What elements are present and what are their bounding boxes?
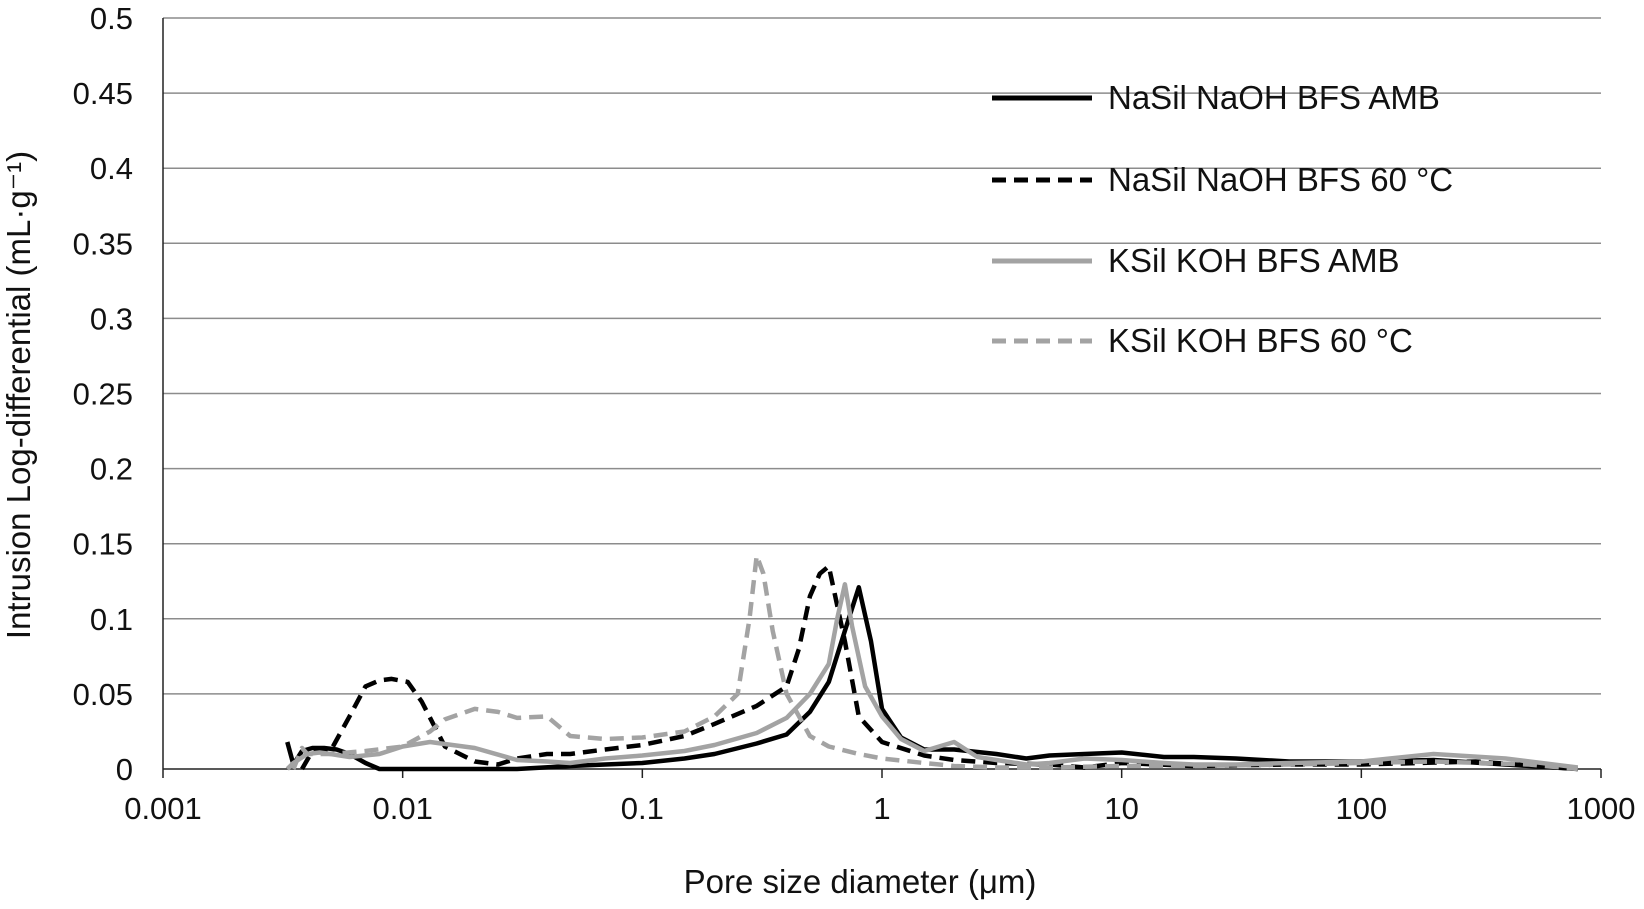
y-tick-label: 0.4 (90, 151, 133, 186)
x-tick-label: 1 (873, 791, 890, 826)
x-axis-title: Pore size diameter (μm) (684, 863, 1037, 900)
y-tick-label: 0.05 (73, 677, 133, 712)
x-tick-labels: 0.001 0.01 0.1 1 10 100 1000 (124, 791, 1635, 826)
y-tick-label: 0 (116, 752, 133, 787)
y-tick-label: 0.1 (90, 602, 133, 637)
axes (162, 18, 1602, 778)
y-tick-labels: 0 0.05 0.1 0.15 0.2 0.25 0.3 0.35 0.4 0.45 0.5 (73, 1, 133, 787)
y-tick-label: 0.25 (73, 377, 133, 412)
series-line-4 (291, 553, 1579, 772)
x-tick-label: 100 (1335, 791, 1387, 826)
x-tick-label: 10 (1104, 791, 1138, 826)
legend-label: NaSil NaOH BFS 60 °C (1108, 161, 1453, 198)
y-tick-label: 0.3 (90, 301, 133, 336)
series-line-3 (285, 582, 1579, 771)
x-tick-label: 0.001 (124, 791, 202, 826)
y-tick-label: 0.5 (90, 1, 133, 36)
series-line-2 (300, 563, 1578, 772)
y-tick-label: 0.2 (90, 452, 133, 487)
series-line-1 (285, 585, 1578, 772)
legend-label: KSil KOH BFS AMB (1108, 242, 1400, 279)
x-tick-label: 0.01 (372, 791, 432, 826)
legend-label: KSil KOH BFS 60 °C (1108, 322, 1413, 359)
plot-area (285, 553, 1579, 772)
y-tick-label: 0.35 (73, 226, 133, 261)
x-tick-label: 1000 (1567, 791, 1636, 826)
x-tick-label: 0.1 (621, 791, 664, 826)
y-axis-title: Intrusion Log-differential (mL·g⁻¹) (0, 151, 37, 639)
y-tick-label: 0.45 (73, 76, 133, 111)
y-tick-label: 0.15 (73, 527, 133, 562)
legend: NaSil NaOH BFS AMB NaSil NaOH BFS 60 °C KS… (992, 79, 1453, 359)
gridlines (163, 17, 1601, 695)
legend-label: NaSil NaOH BFS AMB (1108, 79, 1440, 116)
